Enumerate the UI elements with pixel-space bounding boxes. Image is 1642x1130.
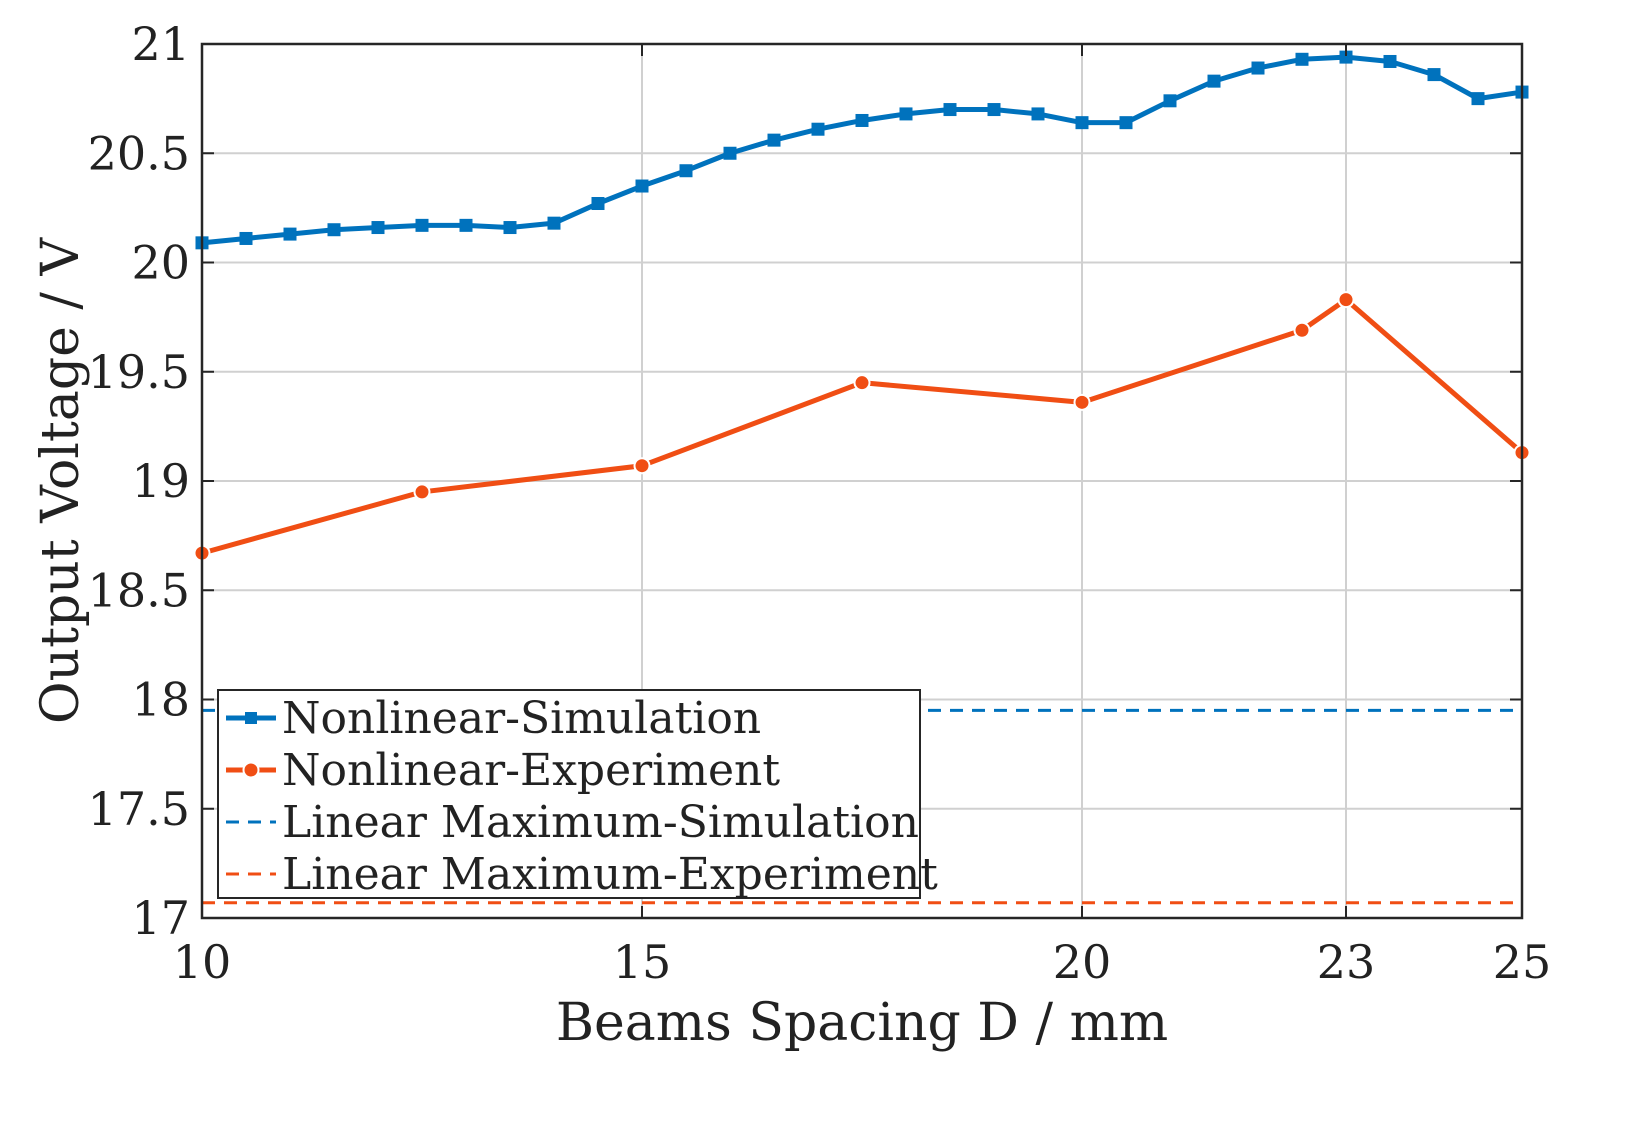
y-tick-label: 17	[131, 891, 190, 945]
data-point-square	[1251, 61, 1265, 75]
data-point-square	[811, 122, 825, 136]
legend-label: Nonlinear-Simulation	[282, 693, 761, 744]
data-point-square	[547, 216, 561, 230]
data-point-square	[415, 218, 429, 232]
data-point-square	[987, 103, 1001, 117]
x-axis-label: Beams Spacing D / mm	[556, 993, 1168, 1053]
x-tick-label: 23	[1317, 935, 1376, 989]
data-point-square	[1207, 74, 1221, 88]
x-tick-label: 15	[613, 935, 672, 989]
data-point-circle	[413, 483, 431, 501]
data-point-square	[459, 218, 473, 232]
y-axis-label: Output Voltage / V	[31, 237, 91, 724]
data-point-square	[1295, 52, 1309, 66]
x-tick-label: 25	[1493, 935, 1552, 989]
y-tick-label: 20.5	[88, 126, 190, 180]
data-point-square	[283, 227, 297, 241]
tick-labels: 10 15 20 23 25 17 17.5 18 18.5 19 19.5 20 20.5 21	[88, 17, 1552, 989]
legend-swatch-square-marker	[245, 712, 257, 724]
x-tick-label: 20	[1053, 935, 1112, 989]
data-point-square	[679, 164, 693, 178]
y-tick-label: 18.5	[88, 563, 190, 617]
data-point-square	[327, 223, 341, 237]
data-point-circle	[633, 457, 651, 475]
data-point-square	[635, 179, 649, 193]
legend-entry-linear-maximum-simulation: Linear Maximum-Simulation	[226, 797, 919, 848]
data-point-square	[503, 221, 517, 235]
data-point-square	[899, 107, 913, 121]
data-point-square	[1119, 116, 1133, 130]
data-point-square	[1163, 94, 1177, 108]
data-point-square	[1427, 68, 1441, 82]
data-point-square	[239, 231, 253, 245]
series-line-1	[201, 297, 1524, 556]
legend-entry-nonlinear-experiment: Nonlinear-Experiment	[226, 745, 780, 796]
legend-entry-linear-maximum-experiment: Linear Maximum-Experiment	[226, 849, 938, 900]
x-tick-label: 10	[173, 935, 232, 989]
legend-label: Linear Maximum-Experiment	[282, 849, 938, 900]
data-point-square	[767, 133, 781, 147]
legend: Nonlinear-Simulation Nonlinear-Experimen…	[217, 689, 938, 900]
legend-label: Linear Maximum-Simulation	[282, 797, 919, 848]
data-point-square	[943, 103, 957, 117]
y-tick-label: 21	[131, 17, 190, 71]
data-point-square	[1031, 107, 1045, 121]
legend-box	[217, 689, 921, 899]
data-point-circle	[1337, 291, 1355, 309]
data-point-circle	[853, 374, 871, 392]
data-point-square	[1383, 54, 1397, 68]
data-point-square	[1471, 92, 1485, 106]
legend-label: Nonlinear-Experiment	[282, 745, 780, 796]
data-series	[193, 50, 1531, 562]
y-tick-label: 18	[131, 673, 190, 727]
data-point-circle	[1073, 393, 1091, 411]
y-tick-label: 20	[131, 236, 190, 290]
data-point-square	[591, 197, 605, 211]
data-point-circle	[1293, 321, 1311, 339]
data-point-square	[371, 221, 385, 235]
data-point-square	[723, 146, 737, 160]
y-tick-label: 17.5	[88, 782, 190, 836]
legend-swatch-circle-marker	[242, 761, 260, 779]
data-point-square	[855, 113, 869, 127]
legend-entry-nonlinear-simulation: Nonlinear-Simulation	[226, 693, 761, 744]
y-tick-label: 19.5	[88, 345, 190, 399]
data-point-square	[1075, 116, 1089, 130]
y-tick-label: 19	[131, 454, 190, 508]
